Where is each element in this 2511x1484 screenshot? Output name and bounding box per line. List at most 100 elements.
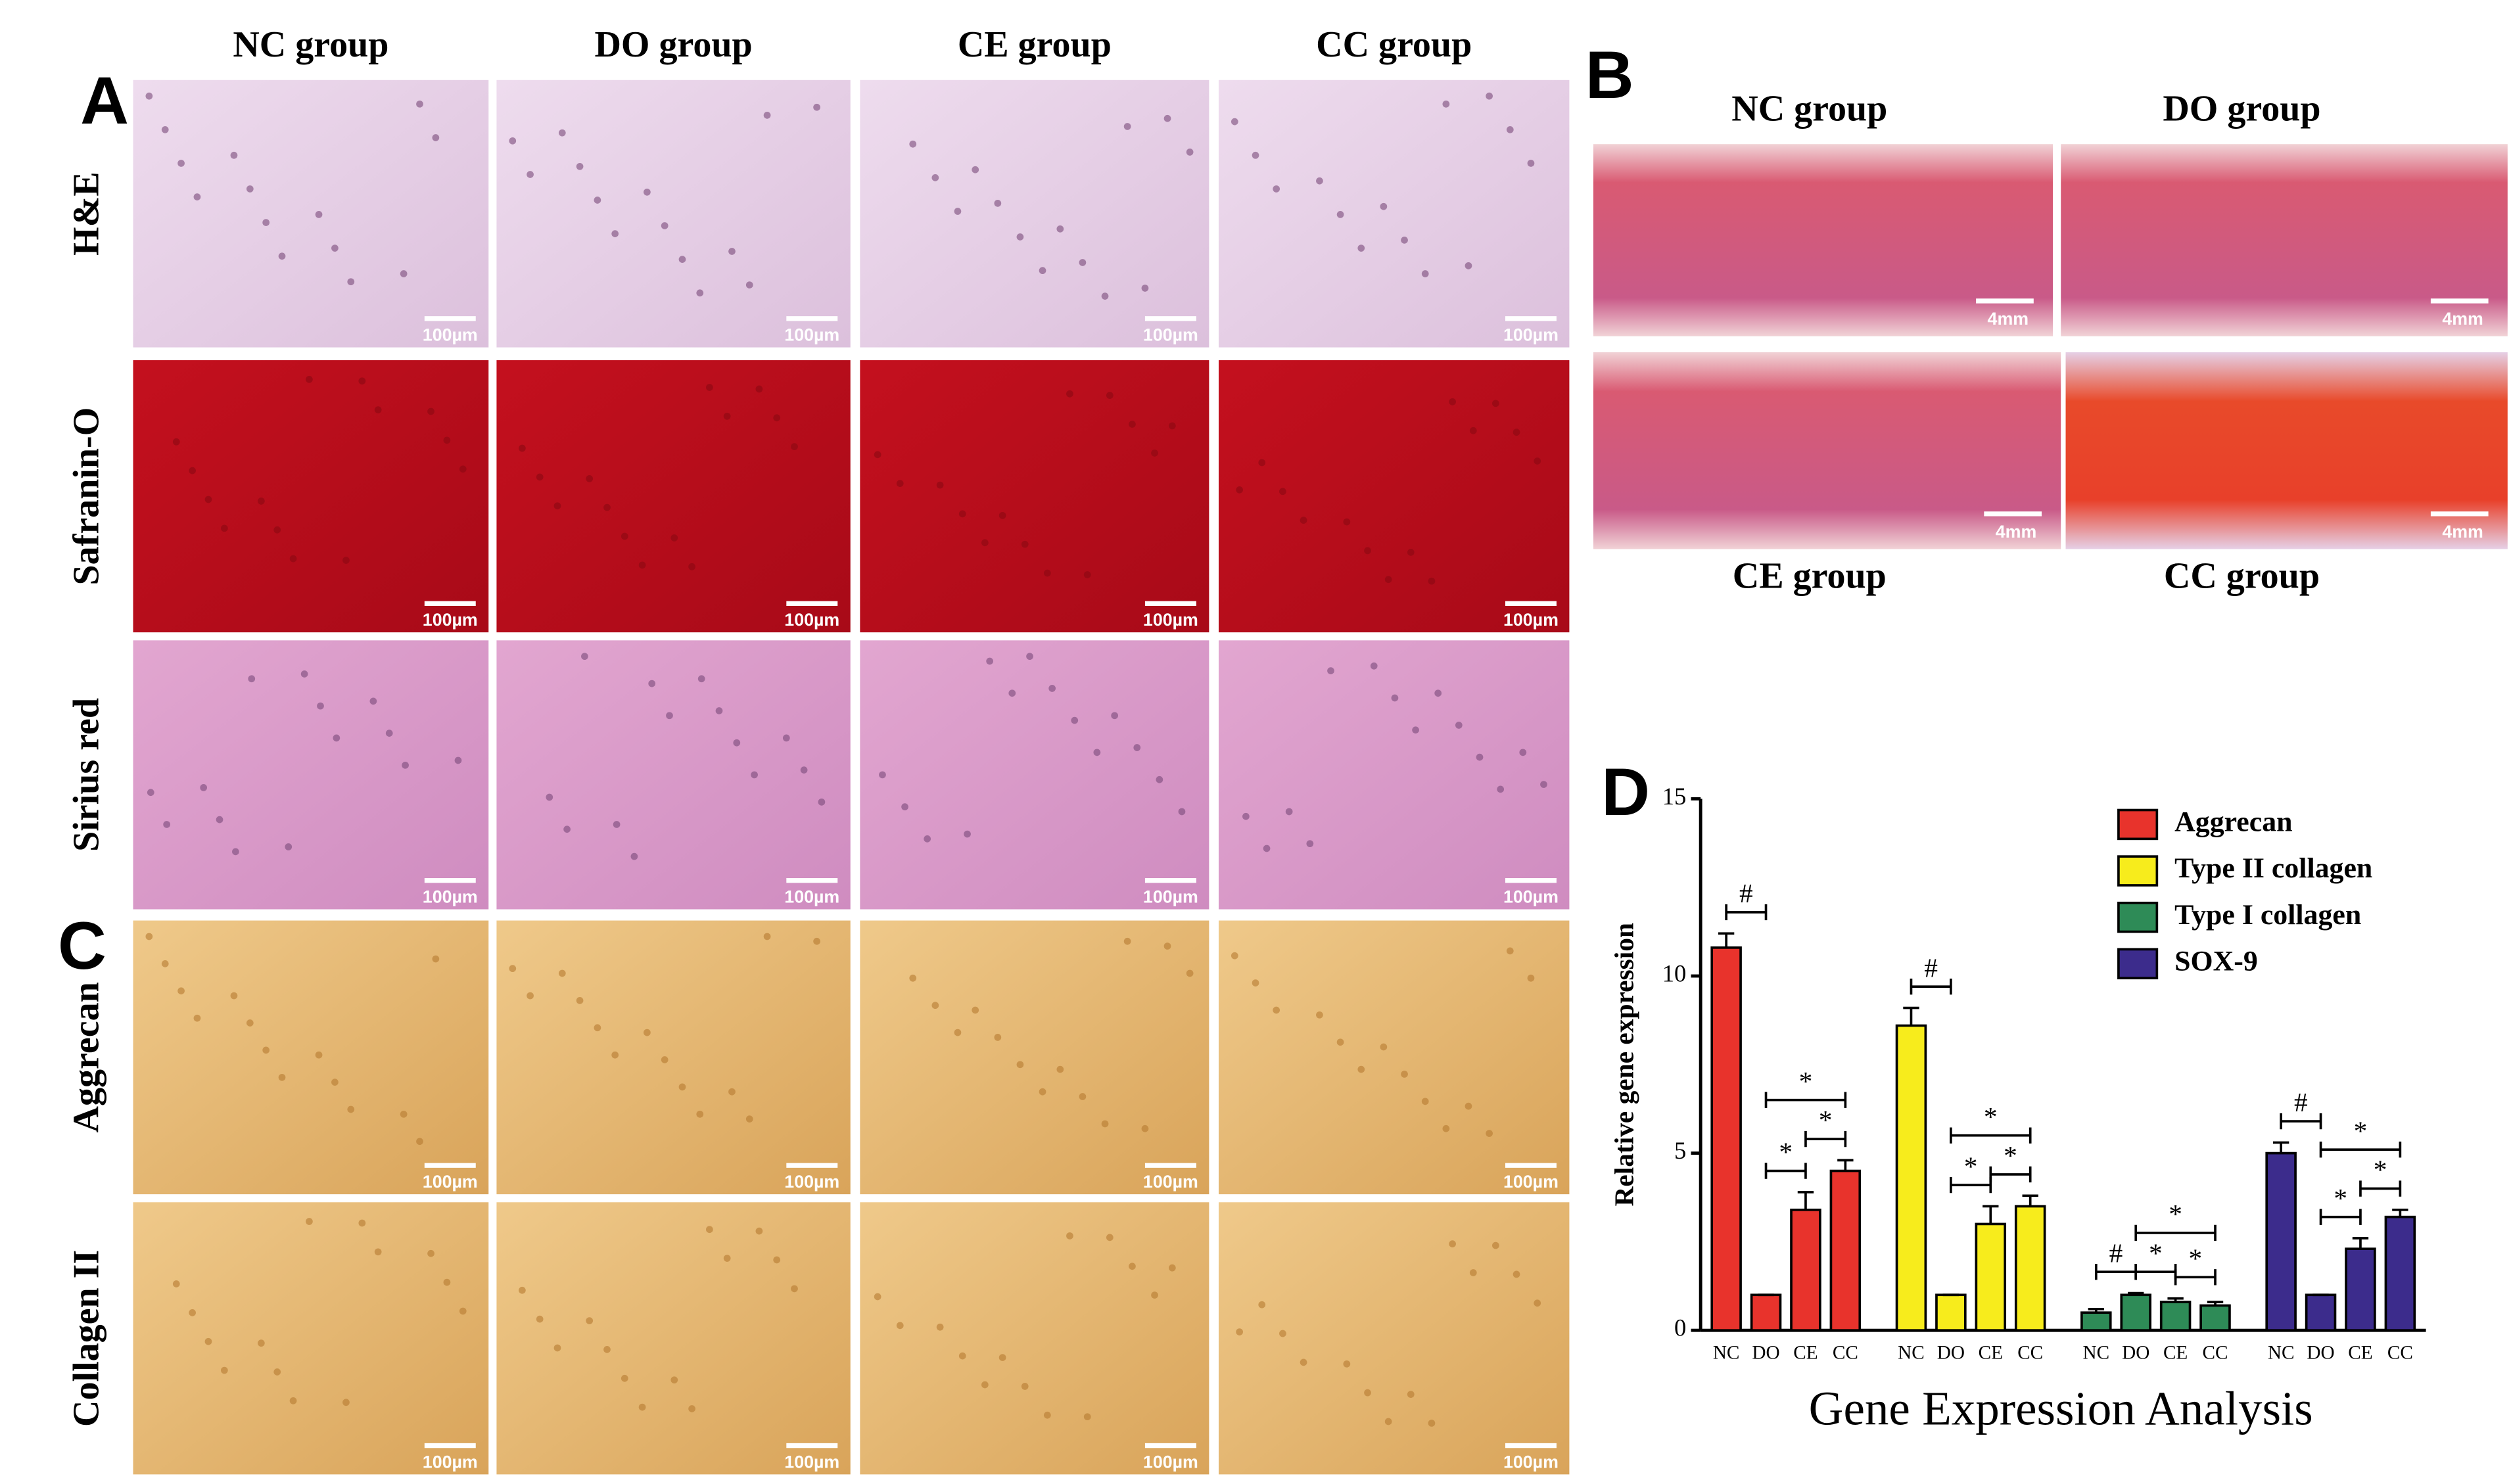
cell-nucleus — [1186, 149, 1194, 156]
cell-nucleus — [813, 937, 820, 945]
cell-nucleus — [1056, 1065, 1064, 1073]
bar — [2265, 1151, 2297, 1332]
scale-bar-label: 100µm — [1503, 325, 1559, 345]
cell-nucleus — [1434, 689, 1442, 697]
cell-nucleus — [1141, 285, 1149, 292]
cell-nucleus — [1300, 1358, 1307, 1366]
row-label: H&E — [66, 172, 107, 256]
scale-bar-label: 100µm — [784, 610, 839, 630]
cell-nucleus — [1449, 1240, 1456, 1247]
cell-nucleus — [931, 174, 939, 181]
cell-nucleus — [1343, 1360, 1351, 1368]
cell-nucleus — [594, 1024, 601, 1032]
cell-nucleus — [289, 555, 297, 563]
cell-nucleus — [509, 137, 517, 145]
cell-nucleus — [1384, 1418, 1392, 1426]
cell-nucleus — [621, 1374, 628, 1382]
x-tick-label: NC — [1898, 1342, 1925, 1363]
y-tick-label: 15 — [1662, 783, 1687, 810]
cell-nucleus — [1079, 1093, 1087, 1100]
cell-nucleus — [1506, 126, 1514, 133]
significance-bracket — [2359, 1180, 2402, 1197]
cell-nucleus — [509, 965, 517, 973]
scale-bar-label: 100µm — [784, 1172, 839, 1192]
bar — [1710, 946, 1742, 1332]
cell-nucleus — [216, 816, 223, 823]
cell-nucleus — [1071, 716, 1079, 724]
cell-nucleus — [1336, 211, 1344, 218]
bar — [2384, 1215, 2416, 1332]
legend-label: SOX-9 — [2174, 945, 2258, 977]
cell-nucleus — [385, 730, 393, 737]
significance-label: * — [1984, 1101, 1998, 1132]
significance-label: # — [2109, 1238, 2123, 1268]
significance-bracket — [1764, 1092, 1847, 1108]
cell-nucleus — [1056, 225, 1064, 233]
scale-bar-label: 100µm — [784, 325, 839, 345]
cell-nucleus — [432, 955, 440, 963]
cell-nucleus — [896, 1322, 904, 1330]
cell-nucleus — [1428, 1420, 1436, 1427]
cell-nucleus — [1016, 1061, 1024, 1069]
cell-nucleus — [666, 712, 673, 720]
cell-nucleus — [1252, 979, 1259, 986]
cell-nucleus — [427, 1249, 434, 1257]
cell-nucleus — [773, 1256, 781, 1264]
cell-nucleus — [896, 480, 904, 487]
x-tick-label: CC — [2203, 1342, 2228, 1363]
cell-nucleus — [603, 1346, 611, 1353]
scale-bar-label: 100µm — [1143, 325, 1198, 345]
cell-nucleus — [706, 1226, 713, 1234]
cell-nucleus — [527, 171, 534, 178]
cell-nucleus — [723, 412, 731, 420]
cell-nucleus — [369, 697, 377, 705]
cell-nucleus — [972, 1006, 979, 1014]
x-tick-label: NC — [2083, 1342, 2110, 1363]
cell-nucleus — [1083, 1413, 1091, 1421]
cell-nucleus — [519, 444, 526, 452]
significance-bracket — [1910, 979, 1952, 995]
cell-nucleus — [402, 761, 409, 769]
cell-nucleus — [800, 766, 808, 774]
cell-nucleus — [958, 510, 966, 518]
cell-nucleus — [981, 539, 989, 547]
scale-bar-label: 100µm — [1143, 887, 1198, 907]
cell-nucleus — [161, 126, 169, 133]
cell-nucleus — [924, 835, 931, 843]
cell-nucleus — [1101, 292, 1109, 300]
cell-nucleus — [1465, 262, 1472, 269]
cell-nucleus — [670, 1376, 678, 1384]
spine-section — [2065, 352, 2508, 549]
cell-nucleus — [230, 992, 238, 1000]
cell-nucleus — [994, 1034, 1002, 1041]
cell-nucleus — [1486, 1130, 1493, 1137]
cell-nucleus — [1486, 92, 1493, 100]
cell-nucleus — [1357, 244, 1365, 252]
cell-nucleus — [536, 1315, 544, 1323]
group-label: CC group — [2164, 556, 2320, 597]
micrograph — [860, 920, 1209, 1195]
x-tick-label: CC — [1833, 1342, 1858, 1363]
legend-swatch — [2117, 901, 2159, 933]
cell-nucleus — [936, 481, 944, 489]
cell-nucleus — [454, 756, 462, 764]
cell-nucleus — [262, 1046, 270, 1054]
scale-bar-label: 100µm — [1143, 610, 1198, 630]
cell-nucleus — [258, 498, 265, 505]
bar — [1895, 1024, 1927, 1332]
significance-label: * — [2374, 1155, 2387, 1185]
cell-nucleus — [342, 557, 350, 564]
cell-nucleus — [1527, 974, 1535, 982]
scale-bar-label: 100µm — [423, 1452, 478, 1472]
cell-nucleus — [586, 475, 594, 482]
scale-bar-label: 100µm — [1143, 1452, 1198, 1472]
significance-label: * — [1799, 1066, 1813, 1096]
cell-nucleus — [342, 1399, 350, 1406]
cell-nucleus — [527, 992, 534, 1000]
cell-nucleus — [315, 1051, 323, 1059]
cell-nucleus — [1101, 1120, 1109, 1128]
micrograph — [133, 920, 489, 1195]
cell-nucleus — [200, 784, 208, 791]
cell-nucleus — [586, 1317, 594, 1324]
cell-nucleus — [161, 960, 169, 967]
